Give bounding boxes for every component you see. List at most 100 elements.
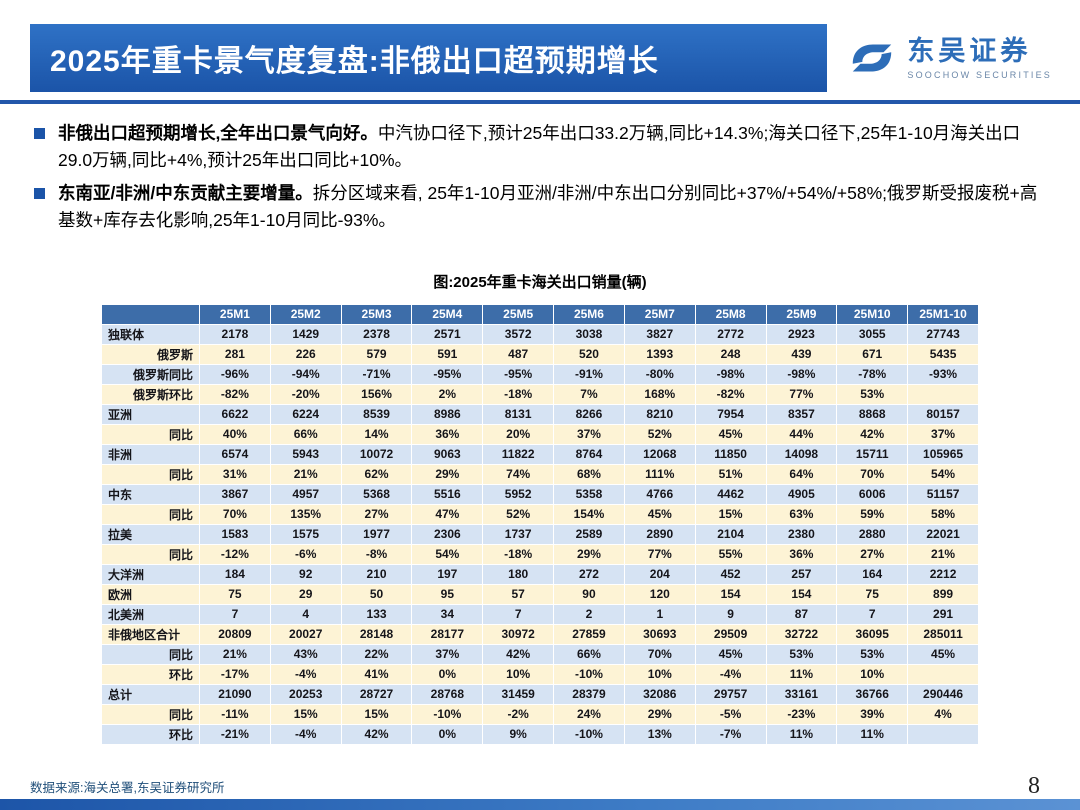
table-cell: 11850: [694, 443, 767, 465]
table-cell: 77%: [623, 543, 696, 565]
table-row: 俄罗斯环比 -82% -20% 156% 2% -18% 7% 168% -82% 77% 53%: [101, 383, 979, 405]
table-cell: 66%: [269, 423, 342, 445]
table-cell: 70%: [623, 643, 696, 665]
row-label: 俄罗斯环比: [101, 383, 200, 405]
table-cell: 3038: [553, 323, 625, 345]
table-cell: 41%: [340, 663, 413, 685]
table-cell: 37%: [411, 643, 484, 665]
table-cell: 2378: [340, 323, 413, 345]
table-cell: 30693: [623, 623, 696, 645]
table-cell: 133: [340, 603, 413, 625]
table-cell: 8986: [411, 403, 484, 425]
table-row: 非俄地区合计 20809 20027 28148 28177 30972 27859 3069…: [101, 623, 979, 645]
bullet-lead-text: 非俄出口超预期增长,全年出口景气向好。: [58, 123, 378, 143]
table-cell: 520: [553, 343, 625, 365]
row-label: 中东: [101, 483, 200, 505]
bullet-list: 非俄出口超预期增长,全年出口景气向好。中汽协口径下,预计25年出口33.2万辆,…: [34, 120, 1046, 235]
footer-bar: [0, 799, 1080, 810]
table-cell: 87: [765, 603, 838, 625]
table-cell: 15711: [836, 443, 909, 465]
table-cell: 29509: [694, 623, 767, 645]
table-cell: 11822: [482, 443, 555, 465]
table-cell: 154: [765, 583, 838, 605]
table-cell: 45%: [623, 503, 696, 525]
row-label: 同比: [101, 423, 200, 445]
table-cell: 8357: [765, 403, 838, 425]
logo: 东吴证券 SOOCHOW SECURITIES: [827, 24, 1054, 92]
bullet-marker-icon: [34, 188, 45, 200]
table-cell: 95: [411, 583, 484, 605]
table-cell: -94%: [269, 363, 342, 385]
table-cell: 20809: [199, 623, 271, 645]
table-cell: 15%: [694, 503, 767, 525]
column-header: 25M4: [411, 303, 484, 325]
table-cell: 21090: [199, 683, 271, 705]
column-header: 25M10: [836, 303, 909, 325]
table-cell: -20%: [269, 383, 342, 405]
table-cell: 5368: [340, 483, 413, 505]
table-cell: 37%: [553, 423, 625, 445]
table-caption: 图:2025年重卡海关出口销量(辆): [433, 273, 647, 291]
table-cell: 20%: [482, 423, 555, 445]
table-cell: 2178: [199, 323, 271, 345]
table-cell: 2589: [553, 523, 625, 545]
table-cell: 154%: [553, 503, 625, 525]
table-cell: -10%: [411, 703, 484, 725]
table-cell: 111%: [623, 463, 696, 485]
table-cell: 74%: [482, 463, 555, 485]
table-cell: 29%: [553, 543, 625, 565]
table-cell: 272: [553, 563, 625, 585]
table-cell: 6006: [836, 483, 909, 505]
table-cell: 2212: [907, 563, 979, 585]
table-cell: 6574: [199, 443, 271, 465]
table-cell: 11%: [765, 723, 838, 745]
table-cell: 45%: [694, 423, 767, 445]
table-cell: 31459: [482, 683, 555, 705]
table-cell: 210: [340, 563, 413, 585]
table-cell: 8131: [482, 403, 555, 425]
table-cell: 1583: [199, 523, 271, 545]
table-cell: 58%: [907, 503, 979, 525]
bullet-item: 东南亚/非洲/中东贡献主要增量。拆分区域来看, 25年1-10月亚洲/非洲/中东…: [34, 180, 1046, 234]
table-cell: 28768: [411, 683, 484, 705]
table-cell: 2: [553, 603, 625, 625]
table-cell: 40%: [199, 423, 271, 445]
table-cell: 62%: [340, 463, 413, 485]
table-cell: 15%: [340, 703, 413, 725]
table-cell: 45%: [694, 643, 767, 665]
row-label: 俄罗斯: [101, 343, 200, 365]
table-cell: 45%: [907, 643, 979, 665]
table-cell: 57: [482, 583, 555, 605]
row-label: 同比: [101, 543, 200, 565]
table-cell: 31%: [199, 463, 271, 485]
header: 2025年重卡景气度复盘:非俄出口超预期增长 东吴证券 SOOCHOW SECU…: [0, 0, 1080, 92]
table-cell: -18%: [482, 383, 555, 405]
table-cell: 2104: [694, 523, 767, 545]
table-row: 总计 21090 20253 28727 28768 31459 28379 32086 297…: [101, 683, 979, 705]
table-cell: 1575: [269, 523, 342, 545]
table-cell: 28148: [340, 623, 413, 645]
table-row: 同比 40% 66% 14% 36% 20% 37% 52% 45% 44% 42% 37%: [101, 423, 979, 445]
table-cell: 180: [482, 563, 555, 585]
table-cell: 2890: [623, 523, 696, 545]
table-cell: 36%: [765, 543, 838, 565]
data-source: 数据来源:海关总署,东吴证券研究所: [30, 781, 225, 795]
table-cell: 487: [482, 343, 555, 365]
table-cell: 22%: [340, 643, 413, 665]
table-row: 独联体 2178 1429 2378 2571 3572 3038 3827 2772 2923 3…: [101, 323, 979, 345]
table-cell: 184: [199, 563, 271, 585]
table-cell: 1: [623, 603, 696, 625]
table-row: 同比 -11% 15% 15% -10% -2% 24% 29% -5% -23% 39% 4%: [101, 703, 979, 725]
table-cell: 20253: [269, 683, 342, 705]
table-cell: 37%: [907, 423, 979, 445]
table-cell: 1977: [340, 523, 413, 545]
table-cell: 8868: [836, 403, 909, 425]
table-cell: 54%: [907, 463, 979, 485]
table-cell: 53%: [836, 643, 909, 665]
table-row: 同比 21% 43% 22% 37% 42% 66% 70% 45% 53% 53% 45%: [101, 643, 979, 665]
table-cell: 29: [269, 583, 342, 605]
table-cell: -4%: [694, 663, 767, 685]
row-label: 亚洲: [101, 403, 200, 425]
table-cell: 36%: [411, 423, 484, 445]
